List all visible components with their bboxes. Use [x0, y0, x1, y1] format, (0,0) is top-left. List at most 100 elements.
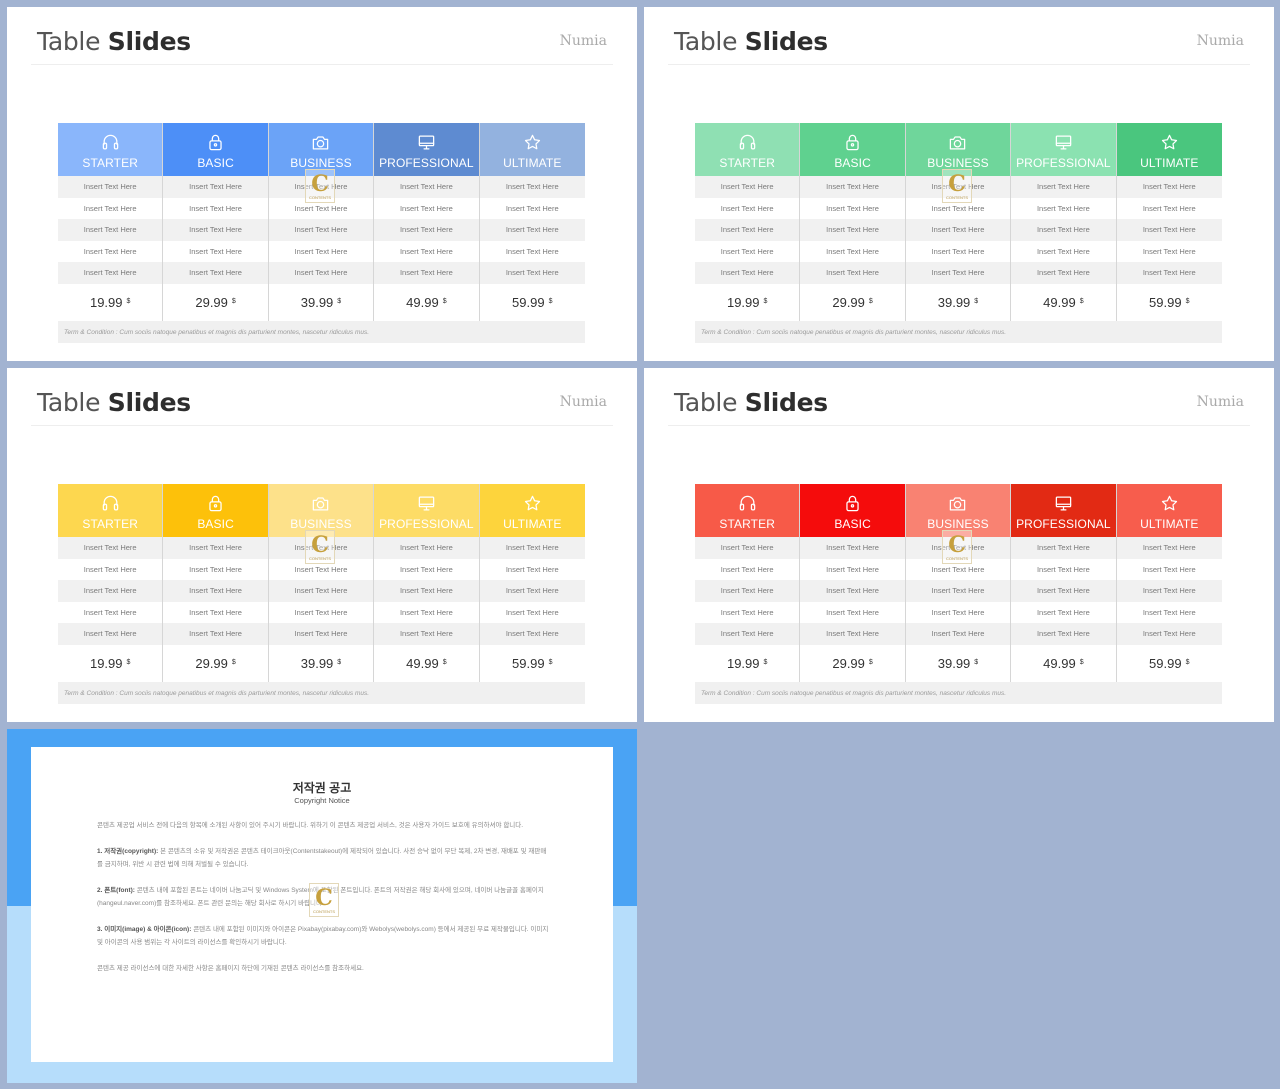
plan-name: BASIC [197, 517, 234, 531]
plan-column-basic: BASIC Insert Text Here Insert Text Here Ins… [163, 484, 269, 683]
plan-feature-row: Insert Text Here [1011, 219, 1116, 241]
plan-price: 49.99 $ [374, 283, 479, 322]
plan-price-currency: $ [974, 659, 979, 666]
plan-price-currency: $ [1185, 659, 1190, 666]
plan-feature-row: Insert Text Here [268, 219, 374, 241]
plan-price-currency: $ [1079, 298, 1084, 305]
title-divider [668, 425, 1250, 426]
plan-feature-row: Insert Text Here [268, 262, 374, 284]
notice-section-heading: 2. 폰트(font): [97, 887, 135, 894]
plan-header: STARTER [695, 484, 800, 537]
plan-feature-row: Insert Text Here [374, 580, 479, 602]
plan-column-business: BUSINESS Insert Text Here Insert Text Here… [268, 123, 375, 322]
plan-header: PROFESSIONAL [374, 484, 479, 537]
plan-name: PROFESSIONAL [379, 517, 474, 531]
watermark-logo: C CONTENTS [305, 530, 335, 564]
slide-title-regular: Table [674, 388, 745, 417]
headphones-icon [739, 134, 755, 150]
watermark-text: CONTENTS [946, 194, 968, 200]
plan-name: ULTIMATE [503, 156, 562, 170]
plan-feature-row: Insert Text Here [268, 176, 374, 198]
plan-price-currency: $ [126, 659, 131, 666]
plan-column-business: BUSINESS Insert Text Here Insert Text Here… [905, 123, 1012, 322]
plan-feature-row: Insert Text Here [58, 219, 163, 241]
plan-header: STARTER [58, 123, 163, 176]
plan-feature-row: Insert Text Here [163, 219, 268, 241]
plan-name: ULTIMATE [1140, 517, 1199, 531]
watermark-letter: C [948, 170, 966, 197]
brand-name: Numia [1196, 33, 1244, 49]
star-icon [1161, 134, 1177, 150]
notice-section-text: 본 콘텐츠의 소유 및 저작권은 콘텐츠 테이크아웃(Contentstakeo… [97, 848, 547, 868]
plan-feature-row: Insert Text Here [374, 623, 479, 645]
terms-and-conditions: Term & Condition : Cum sociis natoque pe… [695, 682, 1222, 704]
plan-price: 39.99 $ [905, 283, 1011, 322]
plan-feature-row: Insert Text Here [163, 262, 268, 284]
plan-price-currency: $ [337, 659, 342, 666]
plan-feature-row: Insert Text Here [163, 197, 268, 219]
plan-price: 39.99 $ [268, 283, 374, 322]
plan-header: BASIC [163, 484, 268, 537]
plan-price: 19.99 $ [58, 644, 163, 683]
plan-header: BUSINESS [905, 123, 1011, 176]
plan-price: 59.99 $ [479, 283, 585, 322]
plan-column-ultimate: ULTIMATE Insert Text Here Insert Text Here… [479, 123, 585, 322]
plan-header: ULTIMATE [479, 123, 585, 176]
plan-price-currency: $ [442, 659, 447, 666]
plan-price-currency: $ [548, 659, 553, 666]
plan-feature-row: Insert Text Here [905, 262, 1011, 284]
plan-column-starter: STARTER Insert Text Here Insert Text Here I… [58, 123, 164, 322]
notice-intro: 콘텐츠 제공업 서비스 전에 다음의 항목에 소개된 사항이 있어 주시기 바랍… [97, 822, 524, 829]
plan-feature-row: Insert Text Here [1116, 197, 1222, 219]
plan-price: 29.99 $ [163, 644, 268, 683]
plan-feature-row: Insert Text Here [905, 240, 1011, 262]
pricing-table: STARTER Insert Text Here Insert Text Here I… [58, 123, 585, 322]
plan-price-value: 59.99 [512, 656, 545, 671]
plan-name: BASIC [834, 517, 871, 531]
slide-title-bold: Slides [744, 27, 828, 56]
copyright-notice-slide: 저작권 공고 Copyright Notice 콘텐츠 제공업 서비스 전에 다… [7, 729, 637, 1083]
plan-feature-row: Insert Text Here [479, 262, 585, 284]
plan-column-starter: STARTER Insert Text Here Insert Text Here I… [695, 123, 801, 322]
plan-header: STARTER [695, 123, 800, 176]
plan-header: BUSINESS [268, 123, 374, 176]
plan-price: 39.99 $ [905, 644, 1011, 683]
plan-price-value: 59.99 [512, 295, 545, 310]
plan-column-starter: STARTER Insert Text Here Insert Text Here I… [695, 484, 801, 683]
brand-name: Numia [1196, 394, 1244, 410]
plan-price-currency: $ [231, 298, 236, 305]
plan-name: ULTIMATE [1140, 156, 1199, 170]
watermark-letter: C [948, 531, 966, 558]
plan-price-currency: $ [548, 298, 553, 305]
plan-name: BASIC [834, 156, 871, 170]
slide-title-regular: Table [674, 27, 745, 56]
camera-icon [950, 136, 966, 150]
plan-feature-row: Insert Text Here [800, 240, 905, 262]
plan-feature-row: Insert Text Here [268, 601, 374, 623]
plan-feature-row: Insert Text Here [58, 262, 163, 284]
plan-feature-row: Insert Text Here [163, 558, 268, 580]
headphones-icon [739, 495, 755, 511]
plan-price-value: 39.99 [937, 295, 971, 310]
pricing-slide-blue: Table Slides Numia STARTER Insert Text Here… [7, 7, 637, 361]
plan-header: BUSINESS [905, 484, 1011, 537]
plan-price-value: 19.99 [89, 656, 123, 671]
notice-paper: 저작권 공고 Copyright Notice 콘텐츠 제공업 서비스 전에 다… [31, 747, 613, 1062]
slide-title-regular: Table [37, 388, 108, 417]
plan-column-basic: BASIC Insert Text Here Insert Text Here Ins… [800, 123, 906, 322]
watermark-letter: C [315, 884, 333, 911]
watermark-logo: C CONTENTS [305, 169, 335, 203]
plan-column-basic: BASIC Insert Text Here Insert Text Here Ins… [163, 123, 269, 322]
plan-feature-row: Insert Text Here [800, 219, 905, 241]
lock-icon [209, 495, 222, 512]
plan-feature-row: Insert Text Here [905, 537, 1011, 559]
notice-section: 3. 이미지(image) & 아이콘(icon): 콘텐츠 내에 포함된 이미… [97, 923, 549, 949]
plan-column-ultimate: ULTIMATE Insert Text Here Insert Text Here… [1116, 484, 1222, 683]
plan-feature-row: Insert Text Here [268, 558, 374, 580]
plan-feature-row: Insert Text Here [1011, 240, 1116, 262]
plan-feature-row: Insert Text Here [800, 623, 905, 645]
notice-title: 저작권 공고 [292, 781, 352, 795]
watermark-letter: C [311, 531, 329, 558]
watermark-text: CONTENTS [313, 908, 335, 914]
plan-column-starter: STARTER Insert Text Here Insert Text Here I… [58, 484, 164, 683]
